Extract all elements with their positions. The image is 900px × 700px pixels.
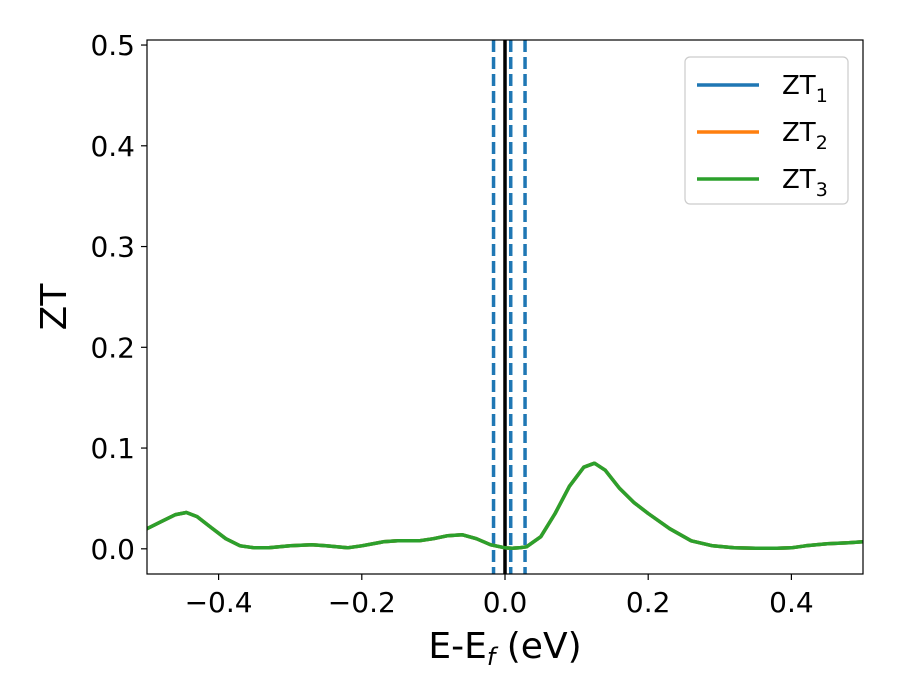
axis-ticks: −0.4 −0.2 0.0 0.2 0.4 0.0 0.1 0.2 0.3 0.4 0.5 xyxy=(90,29,813,619)
y-tick-label: 0.3 xyxy=(90,231,135,264)
x-tick-label: 0.2 xyxy=(626,586,671,619)
y-axis-label: ZT xyxy=(34,283,75,331)
x-tick-label: −0.4 xyxy=(185,586,253,619)
x-axis-label-main: E-E xyxy=(428,626,486,667)
x-tick-label: 0.4 xyxy=(769,586,814,619)
y-tick-label: 0.4 xyxy=(90,130,135,163)
y-tick-label: 0.5 xyxy=(90,29,135,62)
legend-label-zt1: ZT1 xyxy=(782,71,828,107)
y-tick-label: 0.0 xyxy=(90,533,135,566)
x-axis-label: E-Ef (eV) xyxy=(428,626,581,671)
x-axis-label-unit: (eV) xyxy=(495,626,581,667)
series-line-zt3 xyxy=(147,461,863,551)
plot-area xyxy=(147,40,863,574)
legend-label-zt2: ZT2 xyxy=(782,118,828,154)
legend-box xyxy=(684,56,849,205)
y-tick-label: 0.1 xyxy=(90,432,135,465)
x-tick-label: 0.0 xyxy=(483,586,528,619)
legend: ZT1 ZT2 ZT3 xyxy=(684,56,849,205)
legend-label-zt3: ZT3 xyxy=(782,165,828,201)
y-tick-label: 0.2 xyxy=(90,331,135,364)
x-tick-label: −0.2 xyxy=(328,586,396,619)
